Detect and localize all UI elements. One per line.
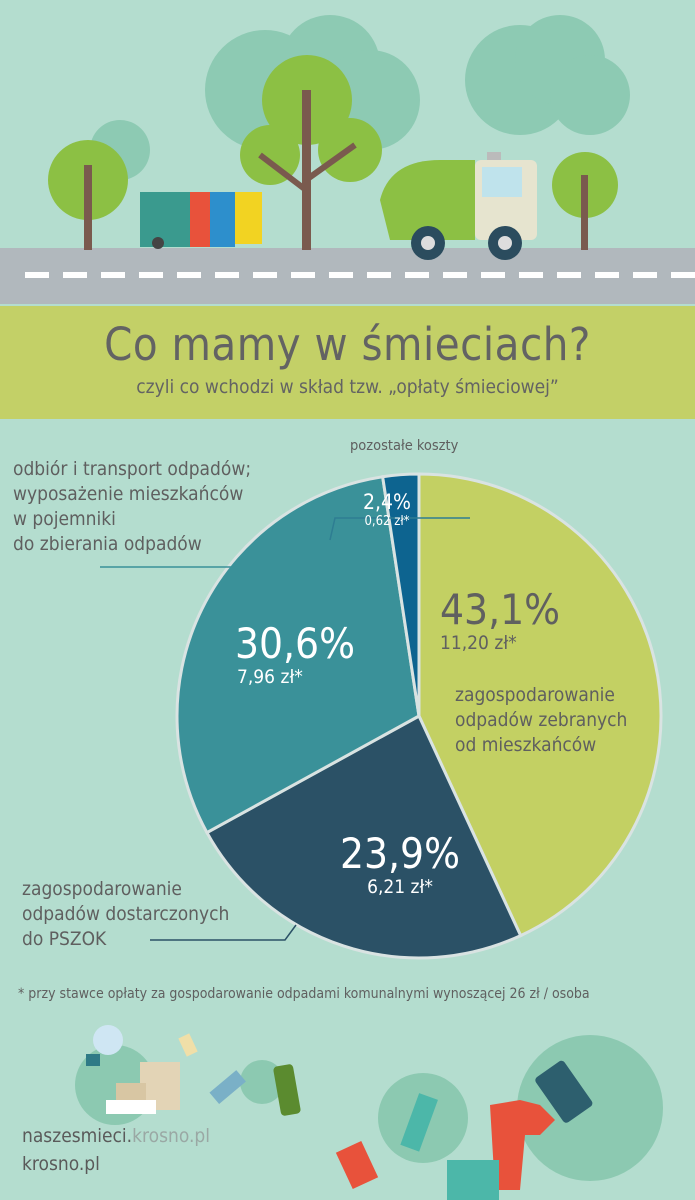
tree-icon [48,55,618,250]
label-line: odpadów dostarczonych [22,903,230,925]
category-label-green: zagospodarowanie odpadów zebranych od mi… [455,683,627,758]
can-icon [335,1140,379,1190]
percent-value: 2,4% [363,490,411,514]
title-band [0,306,695,419]
pie-slice-1 [204,713,523,960]
slice-label-dark: 23,9% 6,21 zł* [325,829,475,899]
footnote: * przy stawce opłaty za gospodarowanie o… [18,986,590,1002]
light-bulb-icon [86,1025,123,1066]
battery-icon [535,1060,593,1123]
pie-slice-0 [417,472,663,938]
site-name: naszesmieci. [22,1125,133,1147]
slice-label-teal: 30,6% 7,96 zł* [225,619,365,689]
label-line: odpadów zebranych [455,709,628,731]
label-line: od mieszkańców [455,734,597,756]
pie-slice-3 [380,472,421,717]
leader-line-other [329,517,470,541]
site-domain: krosno.pl [132,1125,210,1147]
website-link-krosno[interactable]: krosno.pl [22,1153,100,1175]
label-line: zagospodarowanie [22,878,182,900]
waste-items-illustration [75,1025,663,1200]
category-label-teal: odbiór i transport odpadów; wyposażenie … [13,457,251,557]
percent-value: 43,1% [440,585,561,634]
glass-bottle-icon [273,1064,301,1116]
website-link[interactable]: naszesmieci.krosno.pl [22,1125,210,1147]
amount-value: 11,20 zł* [440,632,517,654]
category-label-blue: pozostałe koszty [350,438,459,454]
label-line: do zbierania odpadów [13,533,202,555]
plastic-bottle-icon [400,1093,438,1152]
cost-pie-chart [100,472,663,960]
label-line: w pojemniki [13,508,116,530]
amount-value: 0,62 zł* [364,514,410,529]
apple-core-icon [178,1033,198,1057]
slice-label-blue: 2,4% 0,62 zł* [352,490,422,529]
clothes-icon [447,1100,555,1200]
category-label-dark: zagospodarowanie odpadów dostarczonych d… [22,877,229,952]
slice-label-green: 43,1% 11,20 zł* [440,585,561,655]
road-markings [25,272,695,278]
amount-value: 7,96 zł* [237,666,303,688]
pie-slice-2 [175,475,421,835]
amount-value: 6,21 zł* [367,876,433,898]
cardboard-box-icon [106,1062,180,1114]
label-line: odbiór i transport odpadów; [13,458,252,480]
waste-bins-icon [140,192,262,249]
percent-value: 23,9% [339,829,460,878]
screw-icon [209,1070,246,1105]
garbage-truck-icon [380,152,537,260]
label-line: wyposażenie mieszkańców [13,483,244,505]
street-scene-illustration [0,15,695,304]
leader-line-pszok [150,924,297,941]
page-title: Co mamy w śmieciach? [104,318,591,371]
percent-value: 30,6% [234,619,355,668]
label-line: do PSZOK [22,928,107,950]
label-line: zagospodarowanie [455,684,615,706]
page-subtitle: czyli co wchodzi w skład tzw. „opłaty śm… [136,376,559,398]
